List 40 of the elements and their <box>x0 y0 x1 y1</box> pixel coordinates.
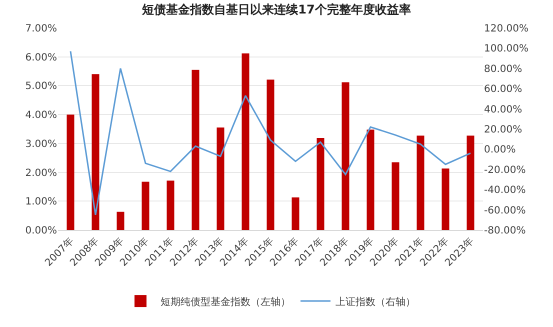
y2-tick-label: 20.00% <box>484 124 522 136</box>
bar <box>342 82 350 230</box>
y-tick-label: 0.00% <box>25 226 57 236</box>
y-tick-label: 7.00% <box>25 24 57 34</box>
y2-tick-label: 80.00% <box>484 64 522 75</box>
y2-tick-label: -80.00% <box>484 226 526 236</box>
bar <box>316 138 324 230</box>
y-tick-label: 3.00% <box>25 138 57 150</box>
bar <box>66 114 74 230</box>
y-tick-label: 4.00% <box>25 110 57 122</box>
y2-tick-label: 120.00% <box>484 24 528 34</box>
bar <box>192 70 200 230</box>
bar <box>442 168 450 230</box>
y-tick-label: 5.00% <box>25 81 57 92</box>
bar <box>216 128 224 230</box>
y2-tick-label: 60.00% <box>484 84 522 96</box>
y2-tick-label: 40.00% <box>484 104 522 116</box>
y2-tick-label: -20.00% <box>484 164 526 176</box>
chart-title: 短债基金指数自基日以来连续17个完整年度收益率 <box>141 2 411 16</box>
bar <box>142 182 150 230</box>
y-tick-label: 6.00% <box>25 52 57 64</box>
y-tick-label: 2.00% <box>25 168 57 179</box>
y2-tick-label: -60.00% <box>484 205 526 216</box>
y2-tick-label: -40.00% <box>484 185 526 196</box>
bar <box>366 130 374 230</box>
bar <box>292 197 300 230</box>
legend-label: 短期纯债型基金指数（左轴） <box>160 296 290 308</box>
legend-label: 上证指数（右轴） <box>336 296 416 308</box>
y-tick-label: 1.00% <box>25 196 57 208</box>
line-series <box>70 50 472 216</box>
bar <box>92 74 100 230</box>
bar <box>466 136 474 230</box>
bar <box>266 80 274 230</box>
bar <box>166 180 174 230</box>
bar <box>116 212 124 230</box>
bar <box>242 53 250 230</box>
bar <box>392 162 400 230</box>
y2-tick-label: 100.00% <box>484 44 528 55</box>
bar <box>416 136 424 230</box>
y2-tick-label: 0.00% <box>484 144 516 156</box>
